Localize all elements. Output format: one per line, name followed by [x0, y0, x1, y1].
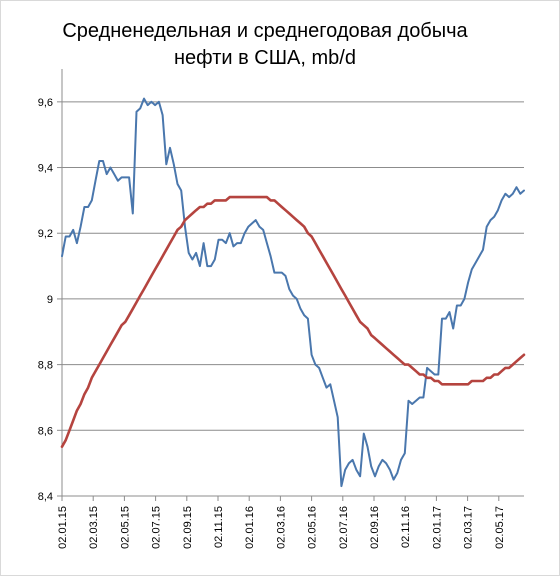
x-tick-label: 02.05.16 — [307, 506, 319, 549]
series-lines — [60, 97, 526, 488]
x-axis: 02.01.15 02.03.15 02.05.15 02.07.15 02.09.15… — [57, 495, 524, 549]
y-tick-label: 9,2 — [38, 228, 53, 240]
chart-title-line-1: Средненедельная и среднегодовая добыча — [62, 20, 468, 42]
gridlines — [62, 101, 524, 431]
x-tick-label: 02.01.16 — [244, 506, 256, 549]
x-tick-label: 02.07.16 — [338, 506, 350, 549]
x-tick-label: 02.03.17 — [463, 506, 475, 549]
chart-title-line-2: нефти в США, mb/d — [174, 47, 356, 69]
y-tick-label: 8,4 — [38, 491, 53, 503]
series-line-annual — [60, 195, 526, 449]
y-tick-label: 9 — [47, 294, 53, 306]
x-tick-label: 02.09.15 — [182, 506, 194, 549]
x-tick-label: 02.03.16 — [275, 506, 287, 549]
x-tick-label: 02.09.16 — [369, 506, 381, 549]
y-tick-label: 8,8 — [38, 360, 53, 372]
x-tick-label: 02.11.15 — [213, 506, 225, 548]
x-tick-label: 02.11.16 — [400, 506, 412, 548]
chart-title: Средненедельная и среднегодовая добыча н… — [30, 18, 500, 72]
x-tick-label: 02.01.15 — [57, 506, 69, 549]
x-tick-label: 02.07.15 — [151, 506, 163, 549]
y-axis: 8,4 8,6 8,8 9 9,2 9,4 9,6 — [38, 69, 63, 503]
y-tick-label: 9,6 — [38, 97, 53, 109]
x-tick-label: 02.03.15 — [88, 506, 100, 549]
x-tick-label: 02.05.17 — [494, 506, 506, 549]
y-tick-label: 9,4 — [38, 163, 53, 175]
x-tick-label: 02.05.15 — [119, 506, 131, 549]
x-tick-label: 02.01.17 — [431, 506, 443, 549]
series-line-weekly — [61, 97, 525, 488]
y-tick-label: 8,6 — [38, 425, 53, 437]
